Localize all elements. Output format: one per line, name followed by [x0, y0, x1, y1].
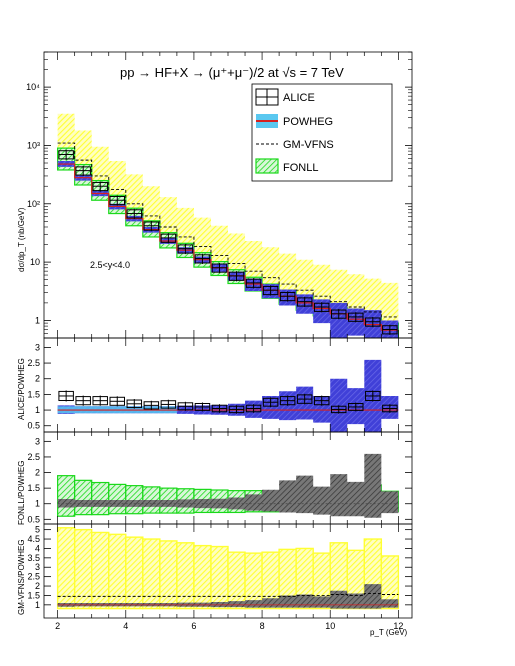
plot-area-0 — [57, 113, 399, 338]
y-tick-label-3-3: 2.5 — [27, 572, 40, 582]
y-tick-label-3-6: 4 — [35, 543, 40, 553]
powheg-fonll-band — [57, 453, 399, 518]
legend-marker-fonll — [255, 158, 279, 174]
gmvfns-ratio-line — [57, 593, 399, 597]
gmvfns-ratio-box-8 — [193, 544, 212, 610]
plot-area-1 — [57, 359, 399, 432]
powheg-ratio-band — [57, 359, 399, 432]
gmvfns-ratio-panel: 11.522.533.544.552 4 6 8 10 12 — [27, 523, 413, 631]
x-tick-label-2: 6 — [191, 621, 196, 631]
y-tick-label-3-0: 1 — [35, 600, 40, 610]
y-tick-label-1-3: 2 — [35, 374, 40, 384]
y-tick-label-1-4: 2.5 — [27, 358, 40, 368]
y-tick-label-0-2: 10² — [27, 199, 40, 209]
y-tick-label-2-3: 2 — [35, 468, 40, 478]
fonll-ratio-box-0 — [57, 475, 76, 517]
gmvfns-ratio-box-6 — [159, 540, 178, 610]
y-tick-label-3-8: 5 — [35, 525, 40, 535]
y-axis-title-fonll-ratio: FONLL/POWHEG — [17, 461, 26, 525]
y-tick-label-2-5: 3 — [35, 436, 40, 446]
gmvfns-ratio-box-19 — [380, 555, 400, 610]
y-tick-label-2-0: 0.5 — [27, 514, 40, 524]
spectrum-panel: 1 10 10² 10³ 10⁴ — [26, 51, 413, 339]
y-tick-label-0-0: 1 — [35, 315, 40, 325]
gmvfns-ratio-box-5 — [142, 538, 161, 610]
gmvfns-line — [57, 142, 399, 318]
y-tick-label-0-3: 10³ — [27, 140, 40, 150]
plot-area-3 — [56, 527, 400, 610]
y-tick-label-0-4: 10⁴ — [26, 82, 40, 92]
fonll-ratio-box-5 — [142, 486, 161, 514]
chart-title: pp → HF+X → (μ⁺+μ⁻)/2 at √s = 7 TeV — [120, 65, 344, 80]
x-axis-title: p_T (GeV) — [370, 628, 408, 637]
gmvfns-ratio-box-3 — [108, 533, 127, 610]
rapidity-annotation: 2.5<y<4.0 — [90, 260, 130, 270]
x-tick-label-5: 12 — [393, 621, 403, 631]
x-tick-label-0: 2 — [55, 621, 60, 631]
gmvfns-ratio-box-10 — [227, 551, 246, 610]
y-tick-label-1-0: 0.5 — [27, 421, 40, 431]
gmvfns-band — [57, 113, 399, 325]
plot-area-2 — [57, 453, 399, 518]
y-tick-label-1-5: 3 — [35, 342, 40, 352]
legend-marker-powheg — [256, 114, 278, 128]
y-tick-label-3-1: 1.5 — [27, 590, 40, 600]
y-tick-label-2-2: 1.5 — [27, 483, 40, 493]
gmvfns-ratio-box-7 — [176, 542, 195, 610]
legend-marker-alice — [255, 88, 279, 106]
legend-label-alice: ALICE — [283, 92, 315, 104]
gmvfns-ratio-box-4 — [125, 536, 144, 610]
y-tick-label-0-1: 10 — [30, 257, 40, 267]
fonll-ratio-box-1 — [74, 479, 93, 516]
y-tick-label-3-5: 3.5 — [27, 553, 40, 563]
y-tick-label-1-2: 1.5 — [27, 389, 40, 399]
y-tick-label-3-7: 4.5 — [27, 534, 40, 544]
powheg-gmvfns-band — [57, 584, 399, 609]
fonll-ratio-box-4 — [125, 485, 144, 515]
legend-label-powheg: POWHEG — [283, 116, 333, 128]
y-tick-label-2-1: 1 — [35, 499, 40, 509]
legend: ALICE POWHEG GM-VFNS FONLL — [251, 83, 393, 182]
y-axis-title-alice-ratio: ALICE/POWHEG — [17, 358, 26, 420]
x-tick-label-3: 8 — [260, 621, 265, 631]
y-axis-title-spectrum: dσ/dp_T (nb/GeV) — [17, 207, 26, 272]
x-tick-label-4: 10 — [325, 621, 335, 631]
fonll-ratio-box-3 — [108, 483, 127, 515]
x-tick-label-1: 4 — [123, 621, 128, 631]
fonll-ratio-panel: 0.5 1 1.5 2 2.5 3 — [27, 431, 413, 525]
y-tick-label-2-4: 2.5 — [27, 452, 40, 462]
y-tick-label-1-1: 1 — [35, 405, 40, 415]
y-axis-title-gmvfns-ratio: GM-VFNS/POWHEG — [17, 539, 26, 615]
alice-ratio-panel: 0.5 1 1.5 2 2.5 3 — [27, 337, 413, 433]
gmvfns-ratio-box-2 — [91, 531, 110, 610]
legend-label-gmvfns: GM-VFNS — [283, 139, 334, 151]
legend-label-fonll: FONLL — [283, 162, 318, 174]
y-tick-label-3-4: 3 — [35, 562, 40, 572]
gmvfns-ratio-box-9 — [210, 545, 229, 610]
y-tick-label-3-2: 2 — [35, 581, 40, 591]
fonll-ratio-box-2 — [91, 481, 110, 516]
